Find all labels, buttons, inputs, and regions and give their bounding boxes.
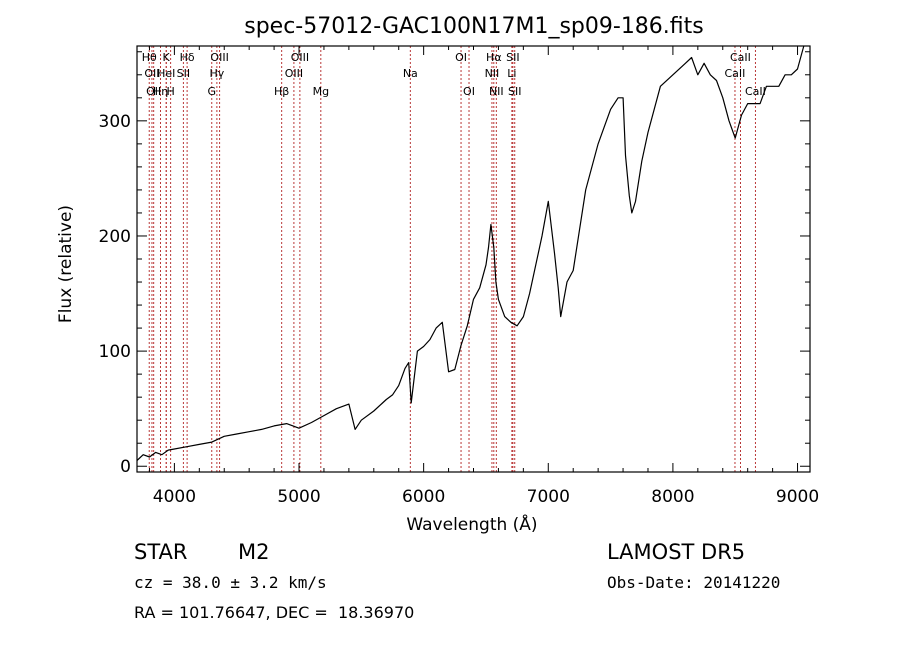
y-tick-label: 200 xyxy=(99,227,131,247)
spectral-line-label: Na xyxy=(403,67,418,80)
spectral-line-label: Mg xyxy=(313,85,329,98)
spectral-line-label: Li xyxy=(507,67,516,80)
observation-date: Obs-Date: 20141220 xyxy=(607,573,781,592)
x-tick-label: 9000 xyxy=(776,487,819,507)
spectral-line-label: Hβ xyxy=(274,85,289,98)
spectral-line-label: OI xyxy=(455,51,467,64)
spectral-line-label: Hθ xyxy=(142,51,157,64)
redshift-cz: cz = 38.0 ± 3.2 km/s xyxy=(134,573,327,592)
object-class: STAR xyxy=(134,540,188,564)
spectral-line-label: HeI xyxy=(157,67,175,80)
spectral-line-label: CaII xyxy=(730,51,751,64)
y-tick-label: 300 xyxy=(99,112,131,132)
spectral-line-label: NII xyxy=(489,85,504,98)
spectral-line-markers xyxy=(148,46,756,472)
spectral-line-label: SII xyxy=(506,51,519,64)
y-tick-label: 0 xyxy=(120,457,131,477)
spectral-line-label: OIII xyxy=(285,67,303,80)
x-tick-label: 5000 xyxy=(277,487,320,507)
object-subclass: M2 xyxy=(238,540,270,564)
spectral-line-label: CaII xyxy=(745,85,766,98)
spectral-line-label: OI xyxy=(463,85,475,98)
x-tick-label: 4000 xyxy=(153,487,196,507)
spectral-line-label: Hδ xyxy=(180,51,195,64)
spectral-line-label: SII xyxy=(508,85,521,98)
spectral-line-labels: HθOIIOIIHηKHeIHSIIHδGHγOIIIHβOIIIOIIIMgN… xyxy=(142,51,766,98)
spectral-line-label: OIII xyxy=(291,51,309,64)
x-tick-label: 6000 xyxy=(402,487,445,507)
survey-name: LAMOST DR5 xyxy=(607,540,746,564)
x-axis-label: Wavelength (Å) xyxy=(406,513,537,535)
plot-frame xyxy=(136,45,811,473)
spectrum-line xyxy=(136,45,805,461)
spectral-line-label: Hα xyxy=(486,51,502,64)
x-axis: 4000 5000 6000 7000 8000 9000 xyxy=(148,46,819,507)
x-tick-label: 7000 xyxy=(527,487,570,507)
spectral-line-label: K xyxy=(163,51,171,64)
spectral-line-label: Hη xyxy=(153,85,168,98)
spectral-line-label: H xyxy=(167,85,175,98)
spectral-line-label: NII xyxy=(485,67,500,80)
chart-title: spec-57012-GAC100N17M1_sp09-186.fits xyxy=(244,14,704,39)
spectral-line-label: G xyxy=(208,85,217,98)
y-axis-label: Flux (relative) xyxy=(56,205,76,323)
y-tick-label: 100 xyxy=(99,342,131,362)
spectral-line-label: OII xyxy=(144,67,159,80)
x-tick-label: 8000 xyxy=(651,487,694,507)
coordinates: RA = 101.76647, DEC = 18.36970 xyxy=(134,603,415,622)
spectral-line-label: Hγ xyxy=(209,67,224,80)
spectral-line-label: OII xyxy=(146,85,161,98)
spectral-line-label: CaII xyxy=(725,67,746,80)
spectral-line-label: OIII xyxy=(210,51,228,64)
spectral-line-label: SII xyxy=(177,67,190,80)
y-axis: 0 100 200 300 xyxy=(99,51,810,477)
